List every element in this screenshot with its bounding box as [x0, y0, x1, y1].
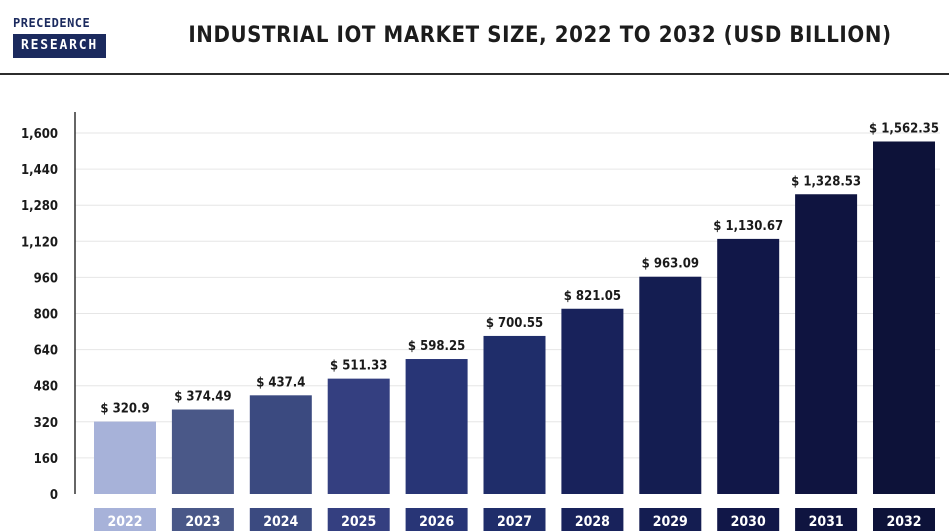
- category-label-2025: 2025: [341, 514, 376, 530]
- y-tick-label: 800: [34, 308, 58, 323]
- brand-logo-line2: RESEARCH: [13, 34, 106, 58]
- bar-2024: [249, 395, 312, 494]
- brand-logo: PRECEDENCE RESEARCH: [13, 13, 106, 60]
- y-tick-label: 320: [34, 416, 58, 431]
- y-tick-label: 640: [34, 344, 58, 359]
- category-tag-2024: [249, 508, 312, 531]
- bar-2032: [873, 141, 935, 494]
- category-tag-2022: [94, 508, 156, 531]
- bar-2023: [171, 409, 234, 494]
- value-label-2027: $ 700.55: [486, 316, 543, 331]
- category-label-2030: 2030: [731, 514, 766, 530]
- header-divider: [0, 73, 949, 75]
- bar-2025: [327, 378, 390, 494]
- category-label-2023: 2023: [185, 514, 220, 530]
- category-label-2031: 2031: [809, 514, 844, 530]
- bar-2029: [639, 276, 702, 494]
- value-label-2031: $ 1,328.53: [791, 174, 861, 189]
- y-tick-label: 160: [34, 452, 58, 467]
- value-label-2022: $ 320.9: [100, 402, 149, 417]
- y-tick-label: 0: [50, 488, 58, 503]
- category-tag-2026: [405, 508, 468, 531]
- category-tag-2027: [483, 508, 546, 531]
- chart-title: INDUSTRIAL IOT MARKET SIZE, 2022 TO 2032…: [188, 23, 892, 48]
- category-tag-2025: [327, 508, 390, 531]
- category-tag-2030: [717, 508, 780, 531]
- bar-2027: [483, 335, 546, 494]
- category-label-2026: 2026: [419, 514, 454, 530]
- category-tag-2031: [795, 508, 858, 531]
- y-tick-label: 480: [34, 380, 58, 395]
- category-tag-2028: [561, 508, 624, 531]
- value-label-2025: $ 511.33: [330, 359, 387, 374]
- y-axis-tick-labels: 0 160 320 480 640 800 960 1,120 1,280 1,440 1,600: [21, 127, 58, 503]
- bars: [94, 141, 935, 494]
- value-label-2024: $ 437.4: [256, 375, 305, 390]
- bar-2030: [717, 238, 780, 494]
- category-label-2022: 2022: [107, 514, 142, 530]
- value-label-2028: $ 821.05: [564, 289, 621, 304]
- bar-2031: [795, 194, 858, 494]
- category-label-2029: 2029: [653, 514, 688, 530]
- category-label-2028: 2028: [575, 514, 610, 530]
- y-tick-label: 1,280: [21, 199, 58, 214]
- value-label-2026: $ 598.25: [408, 339, 465, 354]
- y-tick-label: 1,120: [21, 235, 58, 250]
- category-label-2024: 2024: [263, 514, 298, 530]
- value-label-2032: $ 1,562.35: [869, 121, 939, 136]
- value-label-2023: $ 374.49: [174, 390, 231, 405]
- x-axis-category-labels: 2022 2023 2024 2025 2026 2027 2028 2029 2030 2031…: [94, 508, 935, 531]
- category-tag-2032: [873, 508, 935, 531]
- bar-2022: [94, 421, 156, 494]
- category-label-2032: 2032: [886, 514, 921, 530]
- category-tag-2023: [171, 508, 234, 531]
- brand-logo-line1: PRECEDENCE: [13, 16, 91, 30]
- value-label-2030: $ 1,130.67: [713, 219, 783, 234]
- y-tick-label: 1,600: [21, 127, 58, 142]
- bar-2028: [561, 308, 624, 494]
- y-tick-label: 960: [34, 271, 58, 286]
- value-labels: $ 320.9 $ 374.49 $ 437.4 $ 511.33 $ 598.25 $ …: [100, 121, 939, 416]
- category-label-2027: 2027: [497, 514, 532, 530]
- bar-2026: [405, 359, 468, 494]
- category-tag-2029: [639, 508, 702, 531]
- value-label-2029: $ 963.09: [642, 257, 699, 272]
- y-tick-label: 1,440: [21, 163, 58, 178]
